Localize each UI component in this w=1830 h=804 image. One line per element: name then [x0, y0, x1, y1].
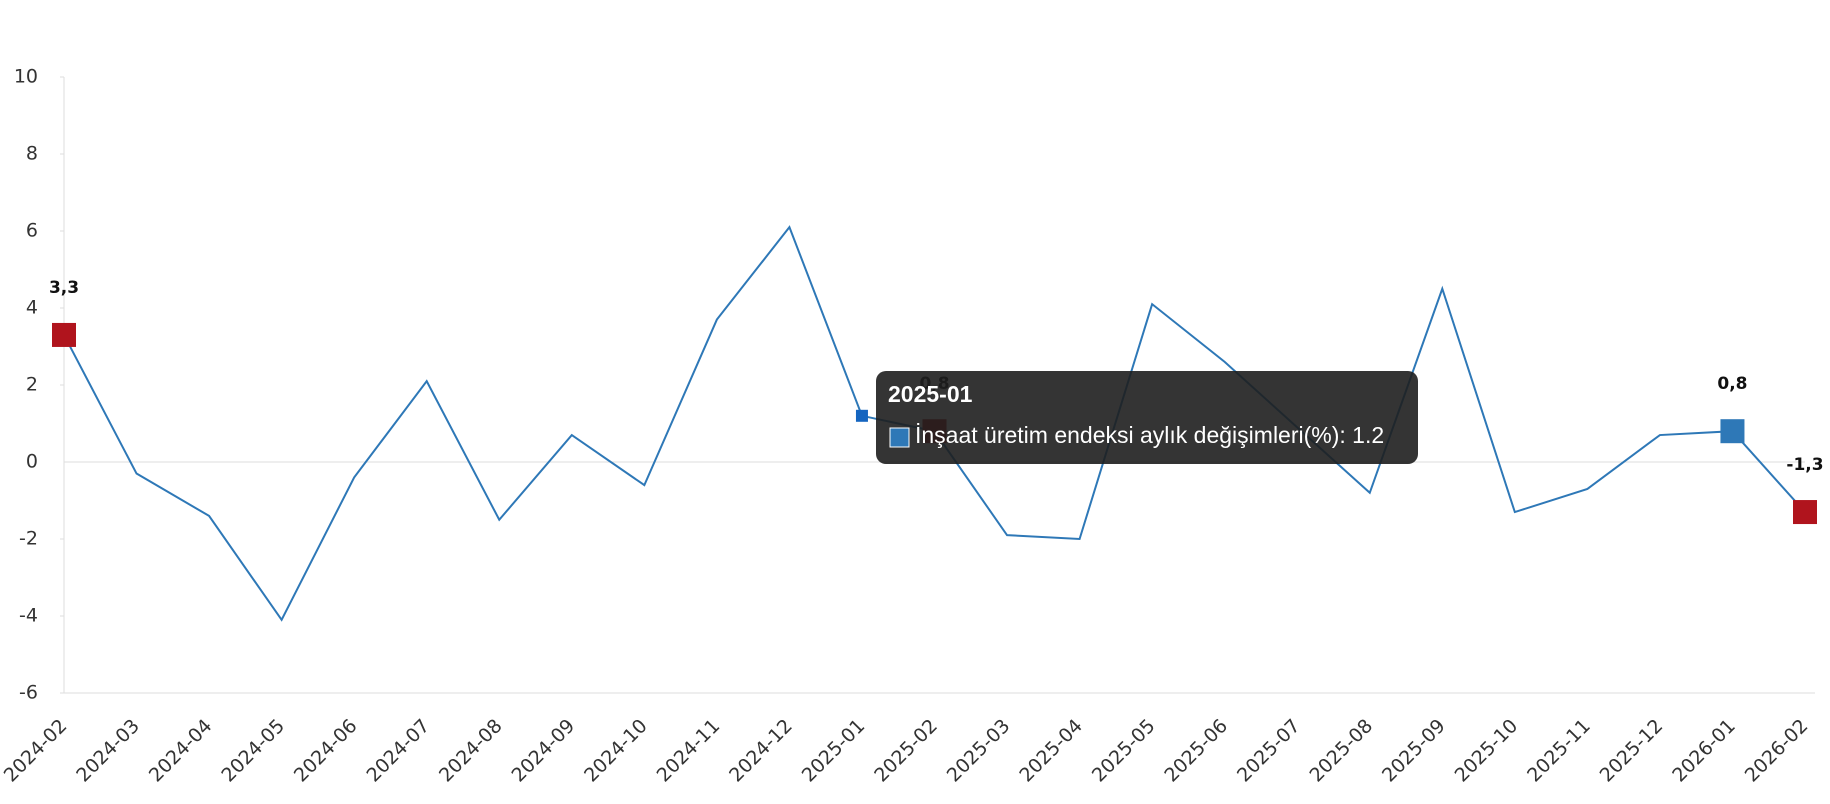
- tooltip-box: [876, 371, 1418, 464]
- point-marker: [1793, 500, 1817, 525]
- x-tick-label: 2025-05: [1088, 715, 1160, 787]
- point-marker: [52, 322, 76, 347]
- y-tick-label: -2: [19, 528, 38, 550]
- y-tick-label: 2: [26, 374, 38, 396]
- x-tick-label: 2026-01: [1668, 715, 1740, 787]
- tooltip-swatch: [889, 427, 910, 448]
- x-tick-label: 2025-09: [1378, 715, 1450, 787]
- x-tick-label: 2025-11: [1523, 715, 1595, 787]
- x-tick-label: 2025-12: [1596, 715, 1668, 787]
- x-tick-label: 2024-07: [362, 715, 434, 787]
- data-label: 0,8: [1717, 374, 1747, 394]
- x-tick-label: 2024-03: [72, 715, 144, 787]
- y-tick-label: -4: [19, 605, 38, 627]
- data-label: 3,3: [49, 278, 79, 298]
- x-tick-label: 2024-10: [580, 715, 652, 787]
- tooltip-title: 2025-01: [888, 381, 973, 407]
- y-tick-label: -6: [19, 682, 38, 704]
- hover-marker: [855, 409, 868, 422]
- tooltip: 2025-01 İnşaat üretim endeksi aylık değiş…: [876, 371, 1418, 464]
- x-tick-label: 2025-08: [1305, 715, 1377, 787]
- tooltip-value: 1.2: [1352, 422, 1384, 448]
- data-label: -1,3: [1786, 455, 1823, 475]
- x-tick-label: 2024-04: [145, 715, 217, 787]
- x-tick-label: 2024-08: [435, 715, 507, 787]
- x-tick-label: 2024-05: [217, 715, 289, 787]
- tooltip-text: İnşaat üretim endeksi aylık değişimleri(…: [915, 422, 1384, 448]
- x-tick-label: 2024-02: [0, 715, 71, 787]
- y-tick-label: 0: [26, 451, 38, 473]
- x-tick-label: 2025-01: [798, 715, 870, 787]
- x-tick-label: 2026-02: [1741, 715, 1813, 787]
- x-tick-label: 2025-10: [1451, 715, 1523, 787]
- point-marker: [1720, 419, 1745, 444]
- x-tick-label: 2025-03: [943, 715, 1015, 787]
- x-tick-label: 2024-06: [290, 715, 362, 787]
- x-tick-label: 2025-06: [1160, 715, 1232, 787]
- y-tick-label: 8: [26, 143, 38, 165]
- y-tick-label: 4: [26, 297, 38, 319]
- x-tick-label: 2024-12: [725, 715, 797, 787]
- x-tick-label: 2025-02: [870, 715, 942, 787]
- y-tick-label: 6: [26, 220, 38, 242]
- separator: :: [1339, 422, 1352, 448]
- series-name: İnşaat üretim endeksi aylık değişimleri(…: [915, 422, 1339, 448]
- x-tick-label: 2025-07: [1233, 715, 1305, 787]
- y-tick-label: 10: [14, 66, 38, 88]
- x-tick-label: 2024-09: [508, 715, 580, 787]
- x-tick-label: 2025-04: [1015, 715, 1087, 787]
- x-tick-label: 2024-11: [653, 715, 725, 787]
